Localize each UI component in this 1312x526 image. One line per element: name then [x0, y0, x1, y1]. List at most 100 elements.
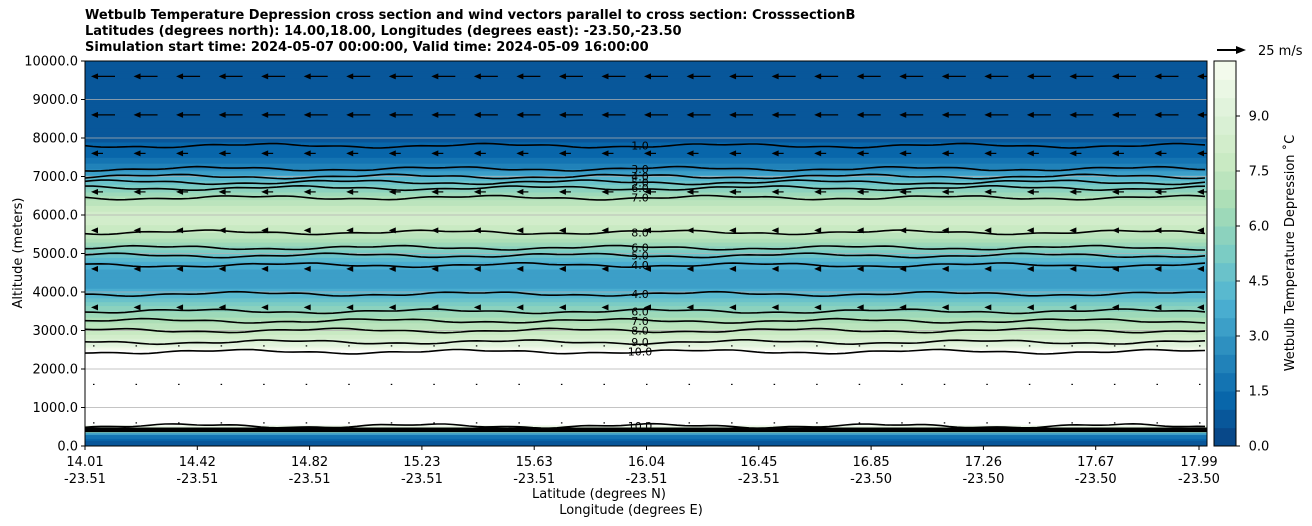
- fill-band: [85, 97, 1207, 101]
- fill-band: [85, 149, 1207, 153]
- wind-vector-head: [1026, 73, 1034, 80]
- fill-band: [85, 382, 1207, 385]
- colorbar-segment: [1214, 116, 1236, 135]
- wind-vector-head: [516, 150, 524, 157]
- x-tick-label-lat: 17.99: [1180, 455, 1217, 470]
- wind-vector-head: [856, 150, 864, 157]
- wind-vector-head: [431, 227, 439, 234]
- fill-band: [85, 332, 1207, 335]
- fill-band: [85, 297, 1207, 301]
- wind-vector-head: [984, 227, 992, 234]
- fill-band: [85, 61, 1207, 64]
- wind-vector-head: [729, 304, 737, 311]
- wind-vector-head: [1197, 304, 1204, 311]
- fill-band: [85, 109, 1207, 112]
- wind-vector-head: [133, 111, 141, 118]
- fill-band: [85, 301, 1207, 305]
- fill-band: [85, 288, 1207, 291]
- wind-vector-head: [941, 265, 949, 272]
- colorbar-segment: [1214, 262, 1236, 282]
- fill-band: [85, 434, 1207, 437]
- wind-vector-head: [1026, 150, 1034, 157]
- fill-band: [85, 236, 1207, 239]
- fill-band: [85, 317, 1207, 320]
- x-tick-label-lat: 15.23: [403, 455, 440, 470]
- wind-vector-head: [1154, 304, 1162, 311]
- wind-vector-head: [686, 111, 694, 118]
- fill-band: [85, 124, 1207, 128]
- fill-band: [85, 224, 1207, 228]
- colorbar-segment: [1214, 391, 1236, 410]
- wind-vector-head: [729, 227, 737, 234]
- y-tick-label: 3000.0: [33, 324, 79, 339]
- fill-band: [85, 378, 1207, 382]
- wind-vector-head: [431, 150, 439, 157]
- wind-vector-head: [346, 304, 354, 311]
- wind-vector-head: [261, 73, 269, 80]
- fill-band: [85, 397, 1207, 401]
- fill-band: [85, 76, 1207, 79]
- x-axis-label-longitude: Longitude (degrees E): [559, 503, 703, 518]
- wind-vector-head: [729, 265, 737, 272]
- contour-label: 5.0: [631, 249, 649, 262]
- fill-band: [85, 372, 1207, 376]
- fill-band: [85, 116, 1207, 120]
- fill-band: [85, 392, 1207, 395]
- contour-label: 6.0: [631, 305, 649, 318]
- fill-band: [85, 370, 1207, 374]
- colorbar-segment: [1214, 61, 1236, 80]
- fill-band: [85, 215, 1207, 218]
- fill-band: [85, 249, 1207, 253]
- wind-vector-head: [1069, 188, 1077, 195]
- fill-band: [85, 340, 1207, 343]
- wind-vector-head: [941, 188, 949, 195]
- wind-vector-head: [218, 304, 226, 311]
- fill-band: [85, 66, 1207, 70]
- fill-band: [85, 342, 1207, 345]
- fill-band: [85, 290, 1207, 293]
- x-tick-label-lon: -23.51: [289, 472, 331, 487]
- wind-key: 25 m/s: [1217, 44, 1303, 59]
- fill-band: [85, 122, 1207, 126]
- wind-vector-head: [941, 227, 949, 234]
- wind-vector-head: [1154, 265, 1162, 272]
- fill-band: [85, 251, 1207, 255]
- wind-vector-head: [856, 111, 864, 118]
- contour-line: [85, 184, 1206, 192]
- wind-vector-head: [388, 188, 396, 195]
- colorbar-segment: [1214, 207, 1236, 227]
- fill-band: [85, 309, 1207, 312]
- contour-line: [85, 262, 1206, 269]
- wind-vector-head: [303, 111, 311, 118]
- contour-line: [85, 317, 1206, 324]
- fill-band: [85, 191, 1207, 195]
- wind-vector-head: [388, 150, 396, 157]
- fill-band: [85, 136, 1207, 139]
- x-tick-label-lon: -23.51: [513, 472, 555, 487]
- contour-line: [85, 142, 1206, 149]
- fill-band: [85, 351, 1207, 355]
- wind-vector-head: [729, 188, 737, 195]
- fill-band: [85, 95, 1207, 99]
- wind-vector-head: [644, 188, 651, 195]
- wind-vector-head: [686, 73, 694, 80]
- fill-band: [85, 336, 1207, 339]
- colorbar-tick-label: 4.5: [1249, 275, 1270, 290]
- fill-band: [85, 93, 1207, 97]
- wind-vector-head: [261, 188, 269, 195]
- fill-band: [85, 261, 1207, 264]
- fill-band: [85, 120, 1207, 124]
- fill-band: [85, 405, 1207, 409]
- fill-band: [85, 82, 1207, 85]
- fill-band: [85, 72, 1207, 76]
- contour-line: [85, 252, 1206, 259]
- colorbar-segment: [1214, 97, 1236, 117]
- fill-band: [85, 293, 1207, 297]
- contour-label: 4.0: [631, 288, 649, 301]
- wind-vector-head: [814, 111, 822, 118]
- fill-band: [85, 182, 1207, 185]
- fill-band: [85, 132, 1207, 135]
- fill-band: [85, 101, 1207, 104]
- wind-vector-head: [558, 265, 566, 272]
